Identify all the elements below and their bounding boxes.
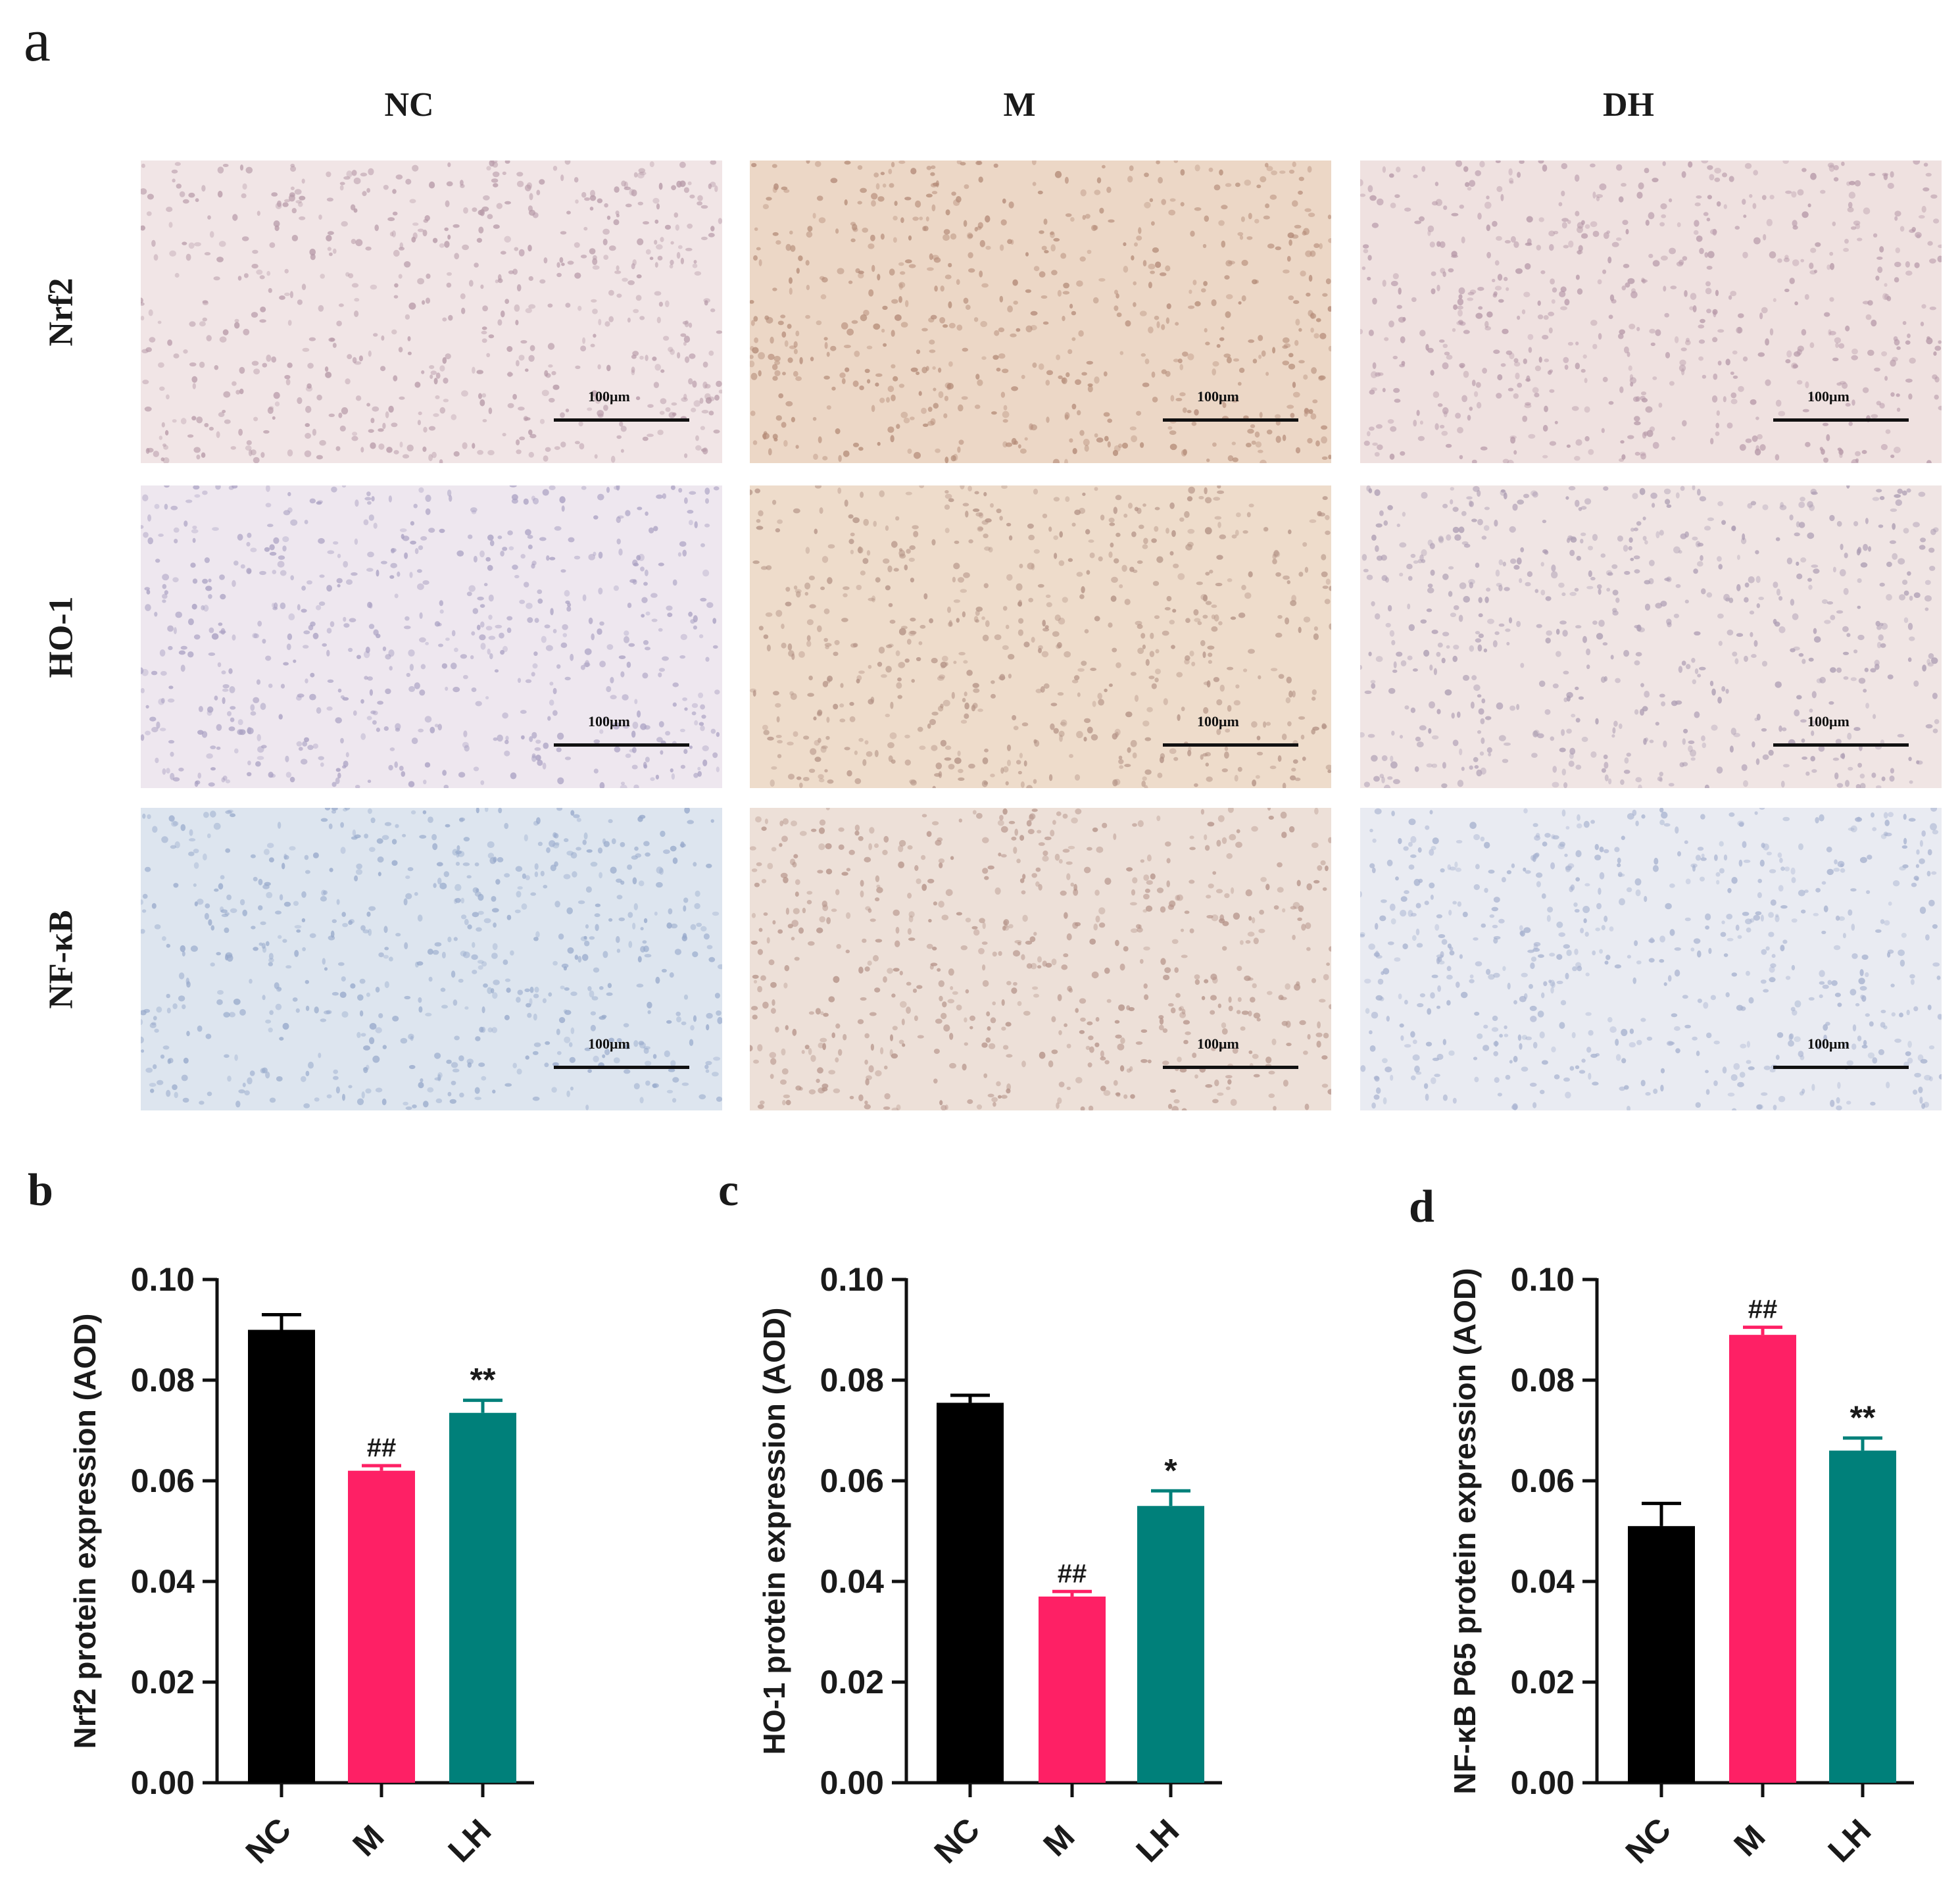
y-axis-label: Nrf2 protein expression (AOD) — [68, 1314, 102, 1749]
y-tick-label: 0.00 — [820, 1764, 884, 1801]
scale-bar — [554, 418, 689, 422]
y-tick-label: 0.02 — [1511, 1664, 1575, 1701]
bar-lh — [1829, 1451, 1896, 1783]
bar-m — [1729, 1335, 1796, 1783]
x-tick-label: LH — [441, 1812, 499, 1870]
bar-nc — [1628, 1526, 1695, 1783]
scale-bar-label: 100μm — [1197, 713, 1239, 730]
micrograph-ho1-nc — [141, 485, 722, 788]
scale-bar-label: 100μm — [1197, 388, 1239, 405]
y-tick-label: 0.08 — [131, 1362, 195, 1399]
x-tick-label: M — [345, 1818, 391, 1863]
y-tick-label: 0.04 — [1511, 1563, 1575, 1600]
scale-bar — [1773, 1066, 1909, 1069]
bar-m — [348, 1470, 415, 1783]
scale-bar — [554, 743, 689, 747]
scale-bar-label: 100μm — [588, 388, 630, 405]
scale-bar — [554, 1066, 689, 1069]
y-tick-label: 0.10 — [1511, 1261, 1575, 1298]
significance-annotation: ## — [1748, 1295, 1778, 1324]
significance-annotation: ## — [1058, 1559, 1087, 1588]
significance-annotation: ** — [1850, 1399, 1876, 1436]
significance-annotation: * — [1164, 1452, 1177, 1489]
micrograph-nrf2-nc — [141, 161, 722, 463]
y-tick-label: 0.04 — [131, 1563, 195, 1600]
x-tick-label: NC — [239, 1811, 299, 1871]
y-axis-label: HO-1 protein expression (AOD) — [757, 1308, 791, 1755]
scale-bar — [1163, 418, 1298, 422]
scale-bar-label: 100μm — [588, 713, 630, 730]
scale-bar-label: 100μm — [1197, 1035, 1239, 1052]
scale-bar — [1773, 418, 1909, 422]
y-tick-label: 0.06 — [1511, 1462, 1575, 1499]
y-tick-label: 0.04 — [820, 1563, 885, 1600]
scale-bar-label: 100μm — [1807, 388, 1850, 405]
y-tick-label: 0.06 — [820, 1462, 884, 1499]
panel-letter-b: b — [28, 1165, 53, 1216]
y-axis-label: NF-κB P65 protein expression (AOD) — [1448, 1268, 1482, 1794]
x-tick-label: M — [1036, 1818, 1081, 1863]
y-tick-label: 0.02 — [820, 1664, 884, 1701]
column-header-dh: DH — [1603, 86, 1654, 124]
micrograph-nrf2-m — [750, 161, 1331, 463]
x-tick-label: NC — [1619, 1811, 1678, 1871]
y-tick-label: 0.10 — [131, 1261, 195, 1298]
micrograph-nfkb-m — [750, 808, 1331, 1110]
bar-lh — [449, 1412, 516, 1783]
column-header-m: M — [1003, 86, 1036, 124]
significance-annotation: ## — [367, 1433, 397, 1462]
x-tick-label: LH — [1129, 1812, 1187, 1870]
y-tick-label: 0.08 — [820, 1362, 884, 1399]
bar-lh — [1137, 1506, 1204, 1783]
micrograph-nrf2-dh — [1360, 161, 1942, 463]
y-tick-label: 0.06 — [131, 1462, 195, 1499]
bar-nc — [937, 1403, 1004, 1783]
column-header-nc: NC — [384, 86, 434, 124]
y-tick-label: 0.10 — [820, 1261, 884, 1298]
micrograph-ho1-dh — [1360, 485, 1942, 788]
scale-bar-label: 100μm — [1807, 713, 1850, 730]
y-tick-label: 0.08 — [1511, 1362, 1575, 1399]
x-tick-label: LH — [1821, 1812, 1878, 1870]
scale-bar-label: 100μm — [1807, 1035, 1850, 1052]
micrograph-ho1-m — [750, 485, 1331, 788]
scale-bar — [1163, 1066, 1298, 1069]
scale-bar-label: 100μm — [588, 1035, 630, 1052]
x-tick-label: NC — [927, 1811, 987, 1871]
panel-letter-c: c — [718, 1165, 739, 1216]
scale-bar — [1163, 743, 1298, 747]
x-tick-label: M — [1727, 1818, 1772, 1863]
significance-annotation: ** — [470, 1362, 496, 1399]
panel-letter-d: d — [1409, 1181, 1434, 1232]
bar-nc — [248, 1329, 315, 1783]
bar-m — [1039, 1596, 1106, 1783]
micrograph-nfkb-nc — [141, 808, 722, 1110]
y-tick-label: 0.00 — [131, 1764, 195, 1801]
panel-letter-a: a — [24, 7, 51, 74]
y-tick-label: 0.00 — [1511, 1764, 1575, 1801]
y-tick-label: 0.02 — [131, 1664, 195, 1701]
scale-bar — [1773, 743, 1909, 747]
